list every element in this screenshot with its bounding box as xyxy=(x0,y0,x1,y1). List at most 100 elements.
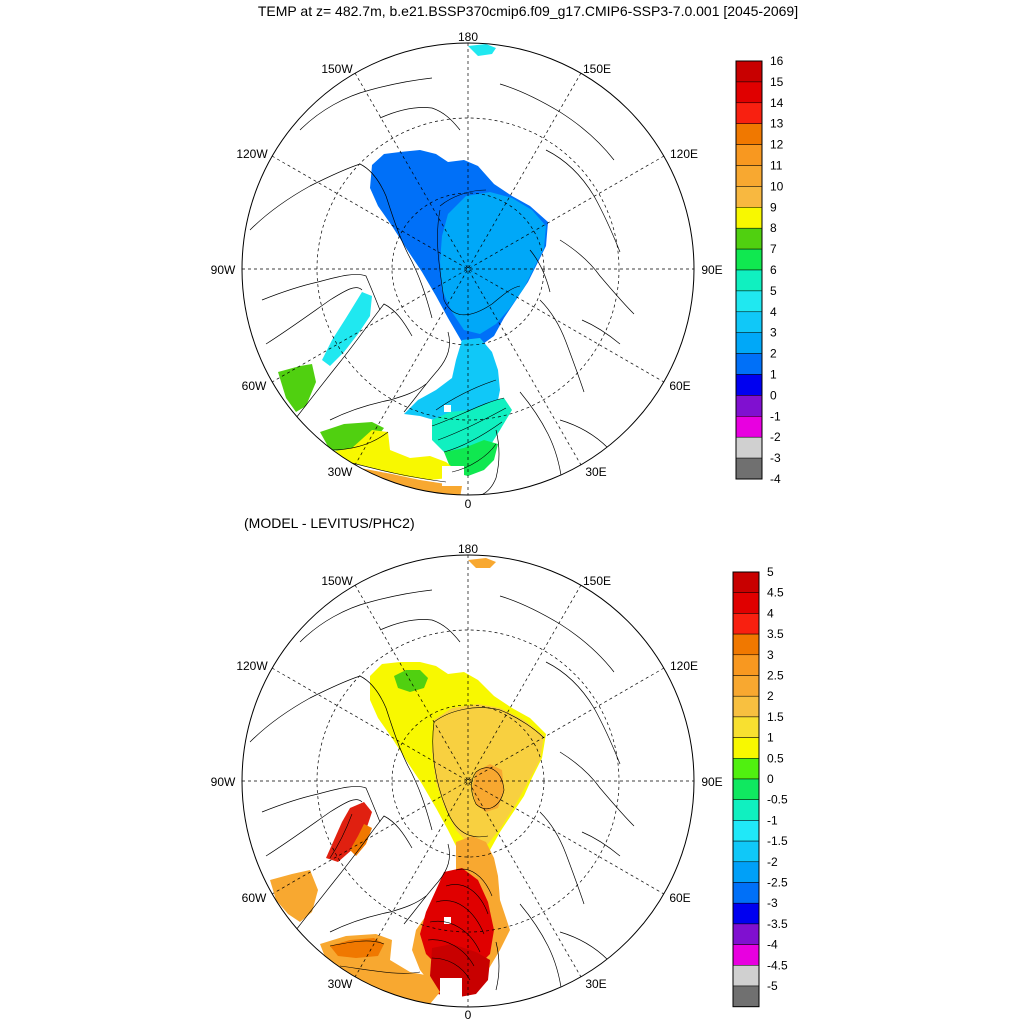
bottom-colorbar: 5 4.5 4 3.5 3 2.5 2 1.5 1 0.5 0 -0.5 -1 -1.5 -2 -2.5 -3 -… xyxy=(732,565,788,1008)
bottom-label-60w: 60W xyxy=(242,891,267,905)
top-map-boundary xyxy=(241,42,695,496)
top-colorbar-swatch-12 xyxy=(735,311,763,333)
top-colorbar-swatch-13 xyxy=(735,332,763,354)
bottom-label-150e: 150E xyxy=(583,574,611,588)
bottom-colorbar-swatch-10 xyxy=(732,778,760,800)
bottom-label-150w: 150W xyxy=(321,574,353,588)
bottom-colorbar-tick-label-10: 0 xyxy=(767,772,774,786)
bottom-colorbar-tick-label-17: -3.5 xyxy=(767,917,788,931)
top-colorbar-tick-label-14: 2 xyxy=(770,347,777,361)
bottom-colorbar-frame xyxy=(732,571,760,1008)
top-contour-7 xyxy=(451,443,497,473)
bottom-label-60e: 60E xyxy=(669,891,690,905)
bottom-colorbar-tick-label-13: -1.5 xyxy=(767,834,788,848)
bottom-colorbar-swatch-20 xyxy=(732,985,760,1007)
bottom-map-boundary xyxy=(241,554,695,1008)
top-mask-iceland xyxy=(442,466,464,486)
top-field-labrador-sea xyxy=(278,364,316,412)
bottom-field-baffin-orange xyxy=(350,824,372,856)
bottom-field-central-orange xyxy=(472,764,504,812)
top-colorbar-tick-label-2: 14 xyxy=(770,96,784,110)
top-colorbar-tick-label-7: 9 xyxy=(770,200,777,214)
bottom-colorbar-swatch-16 xyxy=(732,902,760,925)
bottom-colorbar-swatch-1 xyxy=(732,592,760,614)
bottom-colorbar-swatch-7 xyxy=(732,716,760,738)
top-contour-8 xyxy=(329,431,389,451)
top-colorbar-tick-label-0: 16 xyxy=(770,54,784,68)
top-colorbar-swatch-15 xyxy=(735,374,763,396)
top-contour-6 xyxy=(443,421,503,453)
bottom-field-baffin-red xyxy=(326,802,372,862)
bottom-colorbar-tick-label-18: -4 xyxy=(767,938,778,952)
bottom-colorbar-tick-label-11: -0.5 xyxy=(767,793,788,807)
bottom-graticule xyxy=(242,555,694,1007)
bottom-label-180: 180 xyxy=(458,542,478,556)
bottom-colorbar-swatch-3 xyxy=(732,633,760,656)
bottom-label-90e: 90E xyxy=(701,775,722,789)
top-field-iceland-yellow xyxy=(330,430,456,480)
bottom-colorbar-swatch-17 xyxy=(732,923,760,945)
bottom-colorbar-swatch-18 xyxy=(732,944,760,966)
top-coastlines xyxy=(249,77,635,495)
top-label-90w: 90W xyxy=(211,263,236,277)
top-label-30w: 30W xyxy=(328,465,353,479)
top-colorbar-tick-label-4: 12 xyxy=(770,138,784,152)
top-label-60w: 60W xyxy=(242,379,267,393)
top-contour-3 xyxy=(435,379,497,411)
bottom-colorbar-swatch-19 xyxy=(732,965,760,987)
top-label-150w: 150W xyxy=(321,62,353,76)
top-colorbar-tick-label-10: 6 xyxy=(770,263,777,277)
top-colorbar-swatch-14 xyxy=(735,353,763,375)
top-label-0: 0 xyxy=(465,497,472,511)
bottom-colorbar-tick-label-2: 4 xyxy=(767,606,774,620)
top-colorbar-swatch-4 xyxy=(735,144,763,166)
top-colorbar-tick-label-18: -2 xyxy=(770,430,781,444)
top-map-fields xyxy=(249,44,635,495)
bottom-label-30e: 30E xyxy=(585,977,606,991)
bottom-colorbar-swatch-6 xyxy=(732,695,760,718)
bottom-mask-1 xyxy=(444,917,451,924)
top-colorbar-tick-label-5: 11 xyxy=(770,159,783,173)
top-colorbar-tick-label-16: 0 xyxy=(770,388,777,402)
top-plot-title: TEMP at z= 482.7m, b.e21.BSSP370cmip6.f0… xyxy=(257,3,799,19)
top-colorbar-tick-label-17: -1 xyxy=(770,409,781,423)
bottom-colorbar-tick-label-0: 5 xyxy=(767,565,774,579)
bottom-label-30w: 30W xyxy=(328,977,353,991)
top-polar-map: 180 150W 150E 120W 120E 90W 90E 60W 60E … xyxy=(211,30,784,511)
top-field-baffin-bay xyxy=(322,292,372,366)
top-contour-2 xyxy=(437,209,521,316)
top-colorbar-swatch-8 xyxy=(735,227,763,250)
bottom-lon-labels: 180 150W 150E 120W 120E 90W 90E 60W 60E … xyxy=(211,542,723,1022)
top-field-eurasian-basin xyxy=(440,192,546,334)
bottom-colorbar-tick-label-6: 2 xyxy=(767,689,774,703)
bottom-colorbar-swatch-11 xyxy=(732,799,760,821)
top-lon-labels: 180 150W 150E 120W 120E 90W 90E 60W 60E … xyxy=(211,30,723,511)
top-colorbar-swatch-0 xyxy=(735,60,763,83)
bottom-colorbar-swatch-8 xyxy=(732,737,760,759)
top-colorbar-swatch-16 xyxy=(735,395,763,417)
top-colorbar-swatch-3 xyxy=(735,123,763,145)
top-colorbar-tick-label-11: 5 xyxy=(770,284,777,298)
bottom-colorbar-tick-label-8: 1 xyxy=(767,731,774,745)
bottom-field-labrador xyxy=(270,870,318,922)
top-colorbar-tick-label-6: 10 xyxy=(770,179,784,193)
top-graticule xyxy=(242,43,694,495)
bottom-mask-iceland xyxy=(440,978,462,998)
top-colorbar-tick-label-3: 13 xyxy=(770,117,784,131)
bottom-field-north-atlantic-dark xyxy=(330,938,384,958)
top-contour-5 xyxy=(437,407,507,441)
top-label-90e: 90E xyxy=(701,263,722,277)
top-contour-4 xyxy=(431,397,505,427)
top-colorbar-swatch-19 xyxy=(735,457,763,480)
bottom-colorbar-swatch-4 xyxy=(732,654,760,676)
top-label-30e: 30E xyxy=(585,465,606,479)
top-field-fram-strait xyxy=(404,338,500,420)
bottom-colorbar-tick-label-12: -1 xyxy=(767,813,778,827)
bottom-colorbar-swatch-0 xyxy=(732,571,760,593)
top-mask-1 xyxy=(444,405,451,412)
bottom-label-0: 0 xyxy=(465,1008,472,1022)
bottom-colorbar-swatch-2 xyxy=(732,613,760,635)
top-contour-1 xyxy=(439,189,487,207)
top-colorbar-tick-label-13: 3 xyxy=(770,326,777,340)
